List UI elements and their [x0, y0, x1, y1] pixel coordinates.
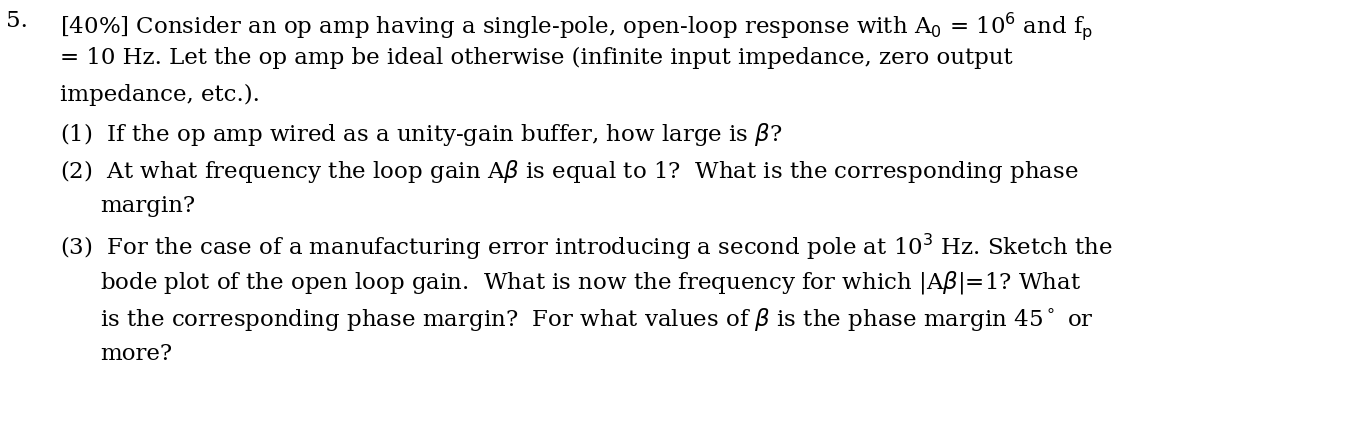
Text: impedance, etc.).: impedance, etc.).	[61, 84, 260, 106]
Text: [40%] Consider an op amp having a single-pole, open-loop response with A$_0$ = 1: [40%] Consider an op amp having a single…	[61, 10, 1093, 42]
Text: is the corresponding phase margin?  For what values of $\beta$ is the phase marg: is the corresponding phase margin? For w…	[100, 306, 1093, 333]
Text: (2)  At what frequency the loop gain A$\beta$ is equal to 1?  What is the corres: (2) At what frequency the loop gain A$\b…	[61, 158, 1078, 185]
Text: more?: more?	[100, 343, 173, 365]
Text: 5.: 5.	[5, 10, 28, 32]
Text: (3)  For the case of a manufacturing error introducing a second pole at 10$^3$ H: (3) For the case of a manufacturing erro…	[61, 232, 1112, 262]
Text: margin?: margin?	[100, 195, 195, 217]
Text: bode plot of the open loop gain.  What is now the frequency for which |A$\beta$|: bode plot of the open loop gain. What is…	[100, 269, 1081, 296]
Text: = 10 Hz. Let the op amp be ideal otherwise (infinite input impedance, zero outpu: = 10 Hz. Let the op amp be ideal otherwi…	[61, 47, 1012, 69]
Text: (1)  If the op amp wired as a unity-gain buffer, how large is $\beta$?: (1) If the op amp wired as a unity-gain …	[61, 121, 783, 148]
